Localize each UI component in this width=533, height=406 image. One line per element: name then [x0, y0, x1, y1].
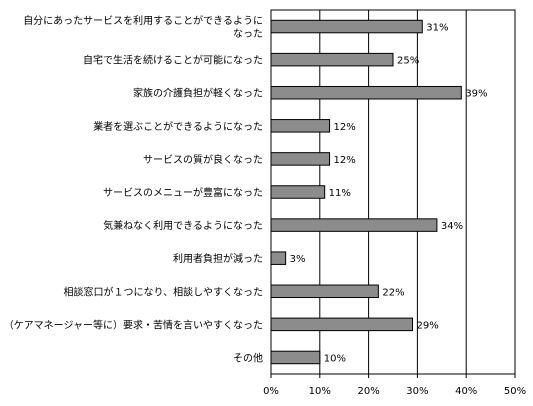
- data-label: 12%: [334, 155, 356, 166]
- plot-frame: [270, 9, 516, 375]
- category-label: （ケアマネージャー等に）要求・苦情を言いやすくなった: [4, 318, 263, 331]
- bar: [270, 19, 423, 34]
- bar: [270, 152, 331, 166]
- bar: [270, 85, 462, 100]
- category-labels: 自分にあったサービスを利用することができるようになった自宅で生活を続けることが可…: [4, 14, 263, 364]
- category-label-line: 相談窓口が１つになり、相談しやすくなった: [64, 285, 264, 298]
- data-label: 10%: [324, 353, 346, 364]
- data-label: 25%: [397, 56, 419, 67]
- bar: [270, 251, 287, 265]
- category-label-line: なった: [233, 28, 263, 40]
- category-label-line: サービスの質が良くなった: [143, 153, 263, 166]
- category-label: サービスの質が良くなった: [143, 153, 263, 166]
- category-label: サービスのメニューが豊富になった: [103, 186, 263, 199]
- bar: [270, 119, 331, 133]
- category-label: その他: [233, 351, 263, 364]
- x-tick-label: 0%: [263, 386, 279, 397]
- x-tick-label: 30%: [406, 386, 428, 397]
- category-label: 気兼ねなく利用できるようになった: [103, 219, 263, 232]
- bar: [270, 284, 379, 299]
- category-label-line: 自宅で生活を続けることが可能になった: [83, 54, 263, 67]
- data-label: 12%: [334, 122, 356, 133]
- bars: [270, 19, 462, 365]
- data-label: 31%: [426, 23, 448, 34]
- x-axis-ticks: 0% 10% 20% 30% 40% 50%: [263, 374, 526, 397]
- x-tick-label: 10%: [309, 386, 331, 397]
- x-tick-label: 50%: [504, 386, 526, 397]
- bar: [270, 317, 414, 332]
- category-label-line: サービスのメニューが豊富になった: [103, 186, 263, 199]
- category-label: 利用者負担が減った: [173, 252, 263, 265]
- x-tick-label: 40%: [455, 386, 477, 397]
- bar: [270, 185, 326, 199]
- category-label-line: 利用者負担が減った: [173, 252, 263, 265]
- data-label: 39%: [465, 89, 487, 100]
- category-label-line: 気兼ねなく利用できるようになった: [103, 219, 263, 232]
- category-label: 自宅で生活を続けることが可能になった: [83, 54, 263, 67]
- data-label: 29%: [417, 320, 439, 331]
- category-label-line: 自分にあったサービスを利用することができるように: [23, 14, 263, 27]
- data-label: 34%: [441, 221, 463, 232]
- data-label: 22%: [382, 287, 404, 298]
- data-labels: 31% 25% 39% 12% 12% 11% 34% 3% 22% 29% 10%: [290, 23, 488, 365]
- category-label: 業者を選ぶことができるようになった: [93, 120, 263, 133]
- data-label: 3%: [290, 254, 306, 265]
- data-label: 11%: [329, 188, 351, 199]
- bar: [270, 350, 321, 365]
- category-label-line: （ケアマネージャー等に）要求・苦情を言いやすくなった: [4, 318, 263, 331]
- category-label: 自分にあったサービスを利用することができるようになった: [23, 14, 263, 40]
- category-label-line: 業者を選ぶことができるようになった: [93, 120, 263, 133]
- category-label-line: その他: [233, 351, 263, 364]
- category-label: 家族の介護負担が軽くなった: [133, 87, 263, 100]
- bar: [270, 52, 394, 67]
- bar: [270, 218, 438, 232]
- category-label: 相談窓口が１つになり、相談しやすくなった: [64, 285, 264, 298]
- category-label-line: 家族の介護負担が軽くなった: [133, 87, 263, 100]
- x-tick-label: 20%: [357, 386, 379, 397]
